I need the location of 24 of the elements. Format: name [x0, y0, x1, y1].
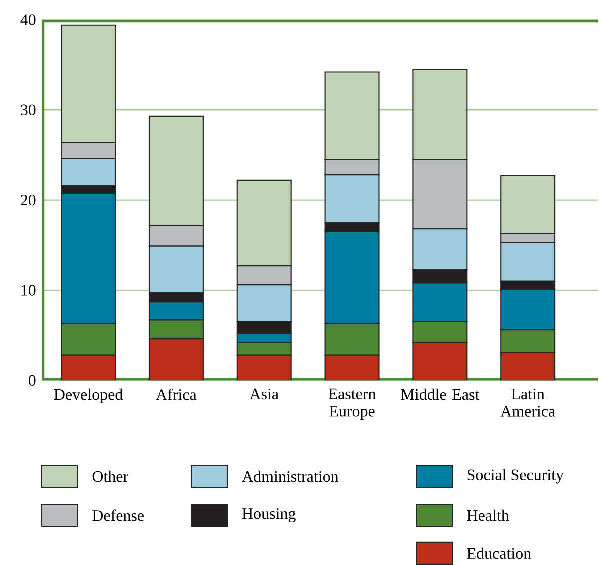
legend-label: Defense [92, 510, 144, 522]
y-tick-label: 30 [21, 104, 36, 116]
legend-label: Housing [242, 508, 296, 523]
legend-label: Social Security [468, 469, 564, 484]
bar [148, 338, 204, 381]
bar [236, 354, 292, 381]
legend-label: Health [467, 510, 510, 522]
x-tick-label: Africa [156, 388, 197, 400]
legend-label: Other [92, 470, 128, 482]
bar [324, 354, 380, 381]
bar [61, 354, 116, 381]
bar [500, 352, 556, 381]
x-tick-label: Asia [250, 388, 279, 400]
x-tick-label: Eastern Europe [328, 388, 376, 420]
y-tick-label: 0 [28, 375, 36, 386]
legend-label: Administration [242, 470, 339, 482]
y-tick-label: 40 [20, 14, 36, 26]
bar [412, 342, 468, 381]
legend-label: Education [467, 548, 532, 560]
x-tick-label: Middle East [401, 388, 480, 400]
x-tick-label: Developed [54, 388, 123, 404]
y-tick-label: 20 [21, 194, 36, 206]
y-tick-label: 10 [22, 285, 36, 296]
x-tick-label: Latin America [500, 388, 556, 417]
